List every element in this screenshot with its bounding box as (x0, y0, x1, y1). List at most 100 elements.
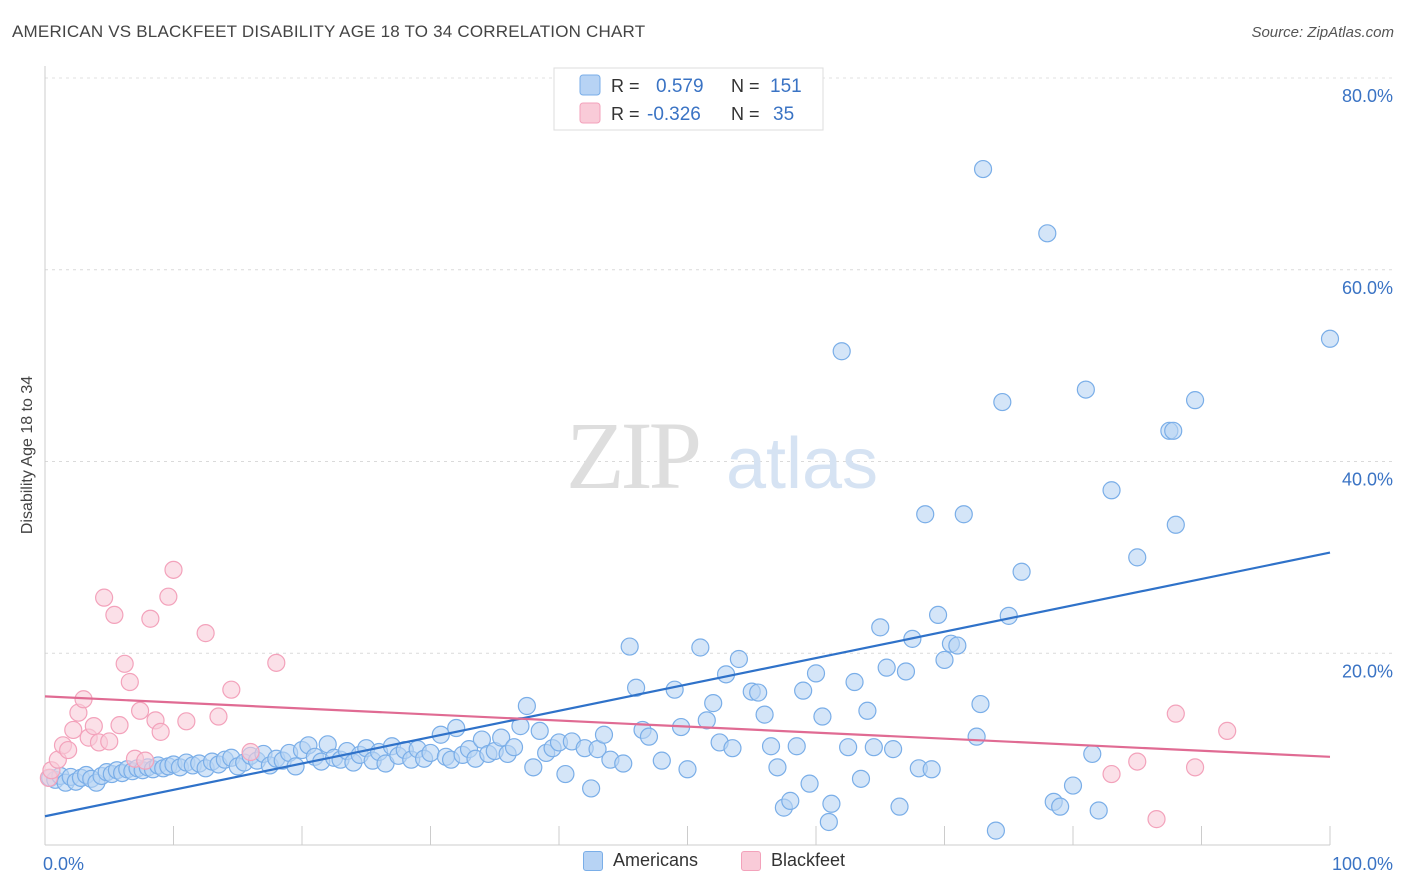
legend-swatch-blackfeet (741, 850, 761, 871)
american-point (421, 743, 440, 763)
american-point (749, 683, 768, 702)
source-label: Source: ZipAtlas.com (1251, 24, 1394, 41)
american-point (755, 705, 774, 724)
american-point (492, 728, 511, 747)
american-point (986, 821, 1006, 840)
y-tick-label: 40.0% (1342, 470, 1393, 490)
tick-label-layer: 20.0% 40.0% 60.0% 80.0% 0.0% 100.0% (43, 86, 1393, 874)
american-point (614, 754, 633, 773)
american-point (639, 727, 659, 746)
american-point (582, 779, 601, 798)
blackfeet-point (84, 717, 103, 736)
legend-label-blackfeet: Blackfeet (771, 850, 846, 870)
axis-layer (44, 66, 1331, 846)
blackfeet-point (64, 720, 83, 740)
american-point (594, 725, 614, 744)
american-point (800, 774, 819, 793)
watermark-zip: ZIP (566, 402, 699, 509)
legend-r-value-blackfeet: -0.326 (647, 104, 701, 125)
american-point (813, 707, 832, 726)
legend-bottom: Americans Blackfeet (0, 850, 1406, 878)
x-tick-label: 100.0% (1332, 854, 1393, 874)
y-tick-label: 80.0% (1342, 86, 1393, 106)
american-point (768, 758, 787, 777)
american-point (871, 618, 890, 637)
trend-layer (44, 551, 1331, 818)
american-point (1164, 421, 1183, 440)
american-point (928, 605, 948, 625)
american-point (839, 738, 858, 757)
blackfeet-point (209, 707, 228, 726)
trend-line-americans (44, 551, 1331, 818)
american-point (967, 727, 986, 746)
american-point (524, 758, 543, 777)
american-point (620, 637, 639, 656)
american-point (729, 649, 749, 669)
legend-top: R = 0.579 N = 151 R = -0.326 N = 35 (553, 67, 824, 131)
blackfeet-point (110, 716, 129, 735)
blackfeet-point (1218, 721, 1237, 741)
blackfeet-point (1128, 752, 1147, 771)
american-point (851, 769, 871, 788)
american-point (504, 738, 524, 757)
legend-swatch-americans (583, 850, 603, 871)
blackfeet-point (130, 701, 150, 720)
american-point (1128, 548, 1147, 567)
american-point (704, 694, 723, 713)
y-tick-label: 60.0% (1342, 278, 1393, 298)
blackfeet-point (1185, 758, 1205, 777)
american-point (916, 505, 935, 524)
watermark-atlas: atlas (726, 424, 878, 504)
american-point (678, 760, 697, 779)
american-point (517, 696, 536, 716)
watermark: ZIP atlas (566, 402, 878, 509)
legend-r-value-americans: 0.579 (656, 76, 704, 97)
legend-swatch-blackfeet (579, 102, 601, 124)
legend-r-label: R = (611, 104, 640, 124)
blackfeet-point (177, 712, 196, 731)
blackfeet-point (95, 588, 114, 607)
legend-n-label: N = (731, 104, 760, 124)
legend-n-value-blackfeet: 35 (773, 104, 794, 125)
american-point (819, 812, 838, 832)
american-point (1166, 515, 1185, 534)
blackfeet-point (267, 653, 286, 672)
american-point (556, 764, 575, 784)
american-point (1185, 391, 1205, 410)
american-point (832, 342, 851, 361)
american-point (665, 680, 684, 699)
blackfeet-point (141, 609, 160, 628)
trend-line-blackfeet (44, 695, 1331, 758)
blackfeet-point (59, 740, 78, 760)
american-point (1012, 562, 1031, 581)
american-point (822, 794, 841, 813)
american-point (864, 738, 883, 757)
american-point (781, 791, 800, 810)
american-point (1089, 801, 1108, 820)
american-point (922, 760, 941, 779)
american-point (877, 658, 896, 677)
american-point (787, 737, 806, 756)
blackfeet-point (136, 751, 155, 770)
blackfeet-point (105, 605, 124, 625)
american-point (993, 392, 1012, 412)
blackfeet-point (196, 624, 215, 643)
blackfeet-point (120, 672, 139, 692)
blackfeet-point (241, 742, 260, 762)
legend-n-value-americans: 151 (770, 76, 802, 97)
american-point (1038, 224, 1057, 243)
points-layer (39, 159, 1340, 840)
blackfeet-point (1166, 704, 1185, 723)
american-point (697, 711, 716, 730)
american-point (691, 638, 710, 657)
american-point (971, 694, 990, 714)
blackfeet-point (1102, 764, 1121, 784)
american-point (1063, 776, 1083, 795)
american-point (652, 751, 671, 770)
american-point (858, 701, 877, 720)
legend-r-label: R = (611, 76, 640, 96)
blackfeet-point (151, 722, 170, 741)
american-point (806, 664, 826, 683)
grid-layer (45, 77, 1392, 654)
